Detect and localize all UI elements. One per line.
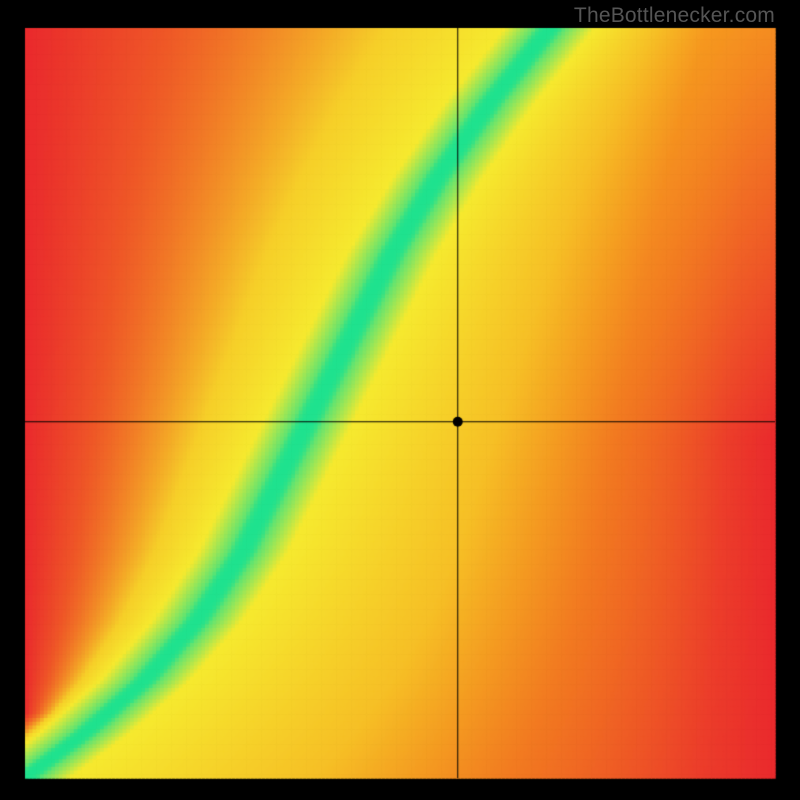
heatmap-canvas xyxy=(0,0,800,800)
chart-container: TheBottlenecker.com xyxy=(0,0,800,800)
watermark-text: TheBottlenecker.com xyxy=(574,4,775,28)
